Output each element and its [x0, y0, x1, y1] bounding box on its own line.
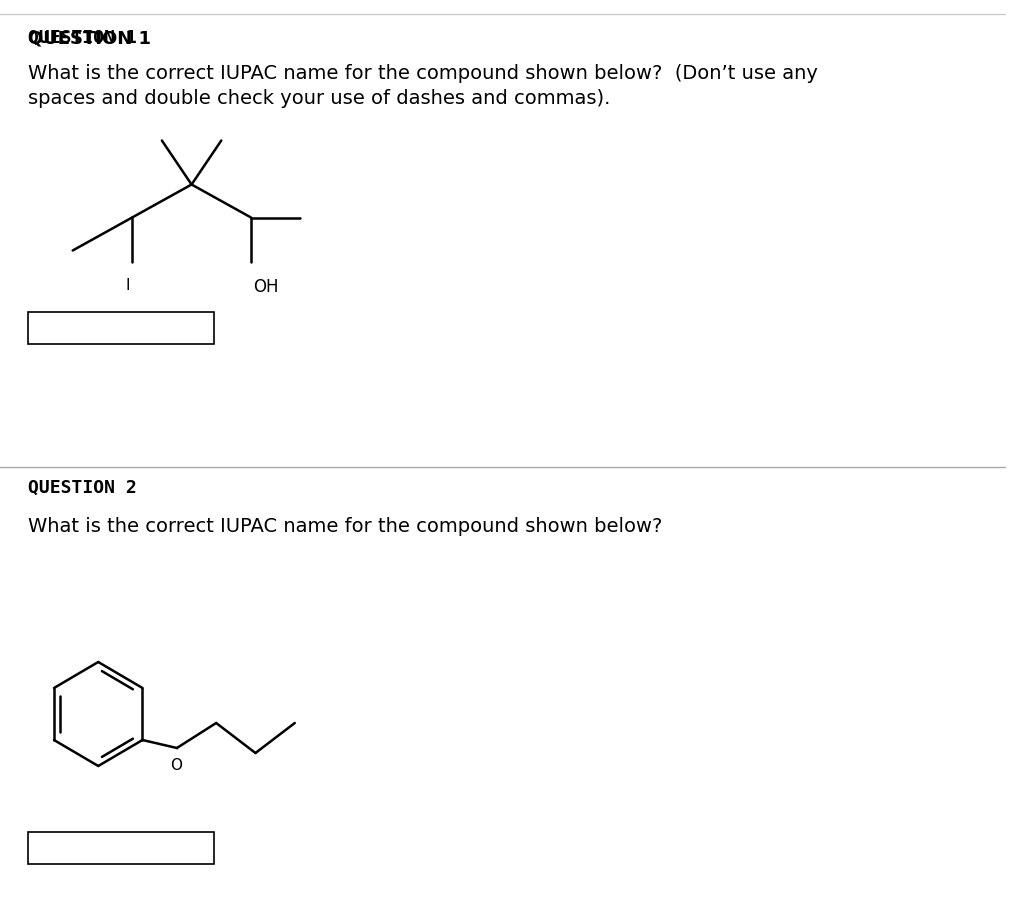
Text: QUESTION 2: QUESTION 2	[28, 479, 136, 496]
FancyBboxPatch shape	[28, 312, 214, 344]
Text: QUESTION 1: QUESTION 1	[28, 29, 151, 47]
Text: I: I	[126, 277, 130, 293]
Text: O: O	[170, 758, 182, 773]
Text: QUESTION 1: QUESTION 1	[28, 29, 136, 47]
FancyBboxPatch shape	[28, 832, 214, 864]
Text: What is the correct IUPAC name for the compound shown below?: What is the correct IUPAC name for the c…	[28, 517, 662, 536]
Text: OH: OH	[253, 277, 279, 296]
Text: What is the correct IUPAC name for the compound shown below?  (Don’t use any: What is the correct IUPAC name for the c…	[28, 64, 817, 83]
Text: spaces and double check your use of dashes and commas).: spaces and double check your use of dash…	[28, 89, 610, 108]
